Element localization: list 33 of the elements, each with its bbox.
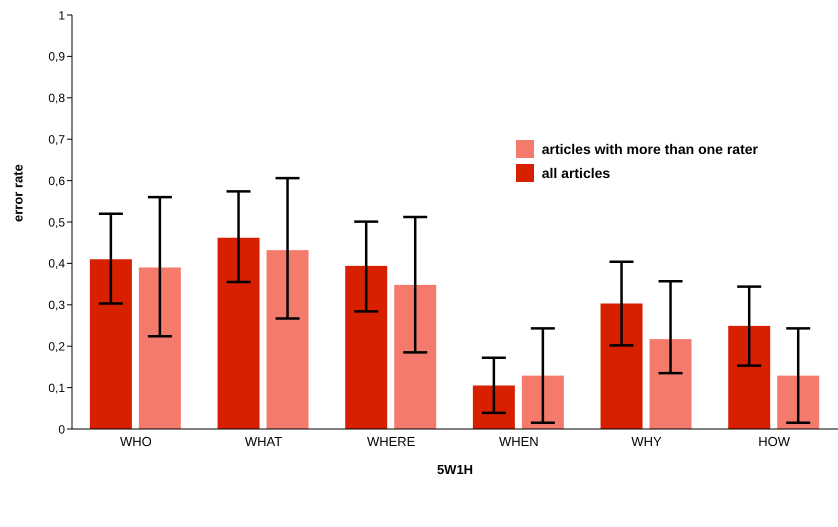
y-tick-label: 0,1 — [48, 380, 66, 395]
bar — [522, 376, 564, 429]
x-tick-label: WHY — [631, 434, 662, 450]
y-tick-label: 1 — [58, 8, 66, 22]
bar — [777, 376, 820, 429]
x-tick-label: WHEN — [498, 434, 539, 450]
y-tick-label: 0,7 — [48, 132, 66, 146]
y-tick-label: 0,5 — [48, 215, 66, 230]
bar — [345, 266, 388, 429]
x-tick-label: WHAT — [244, 434, 282, 450]
legend-label: all articles — [542, 165, 610, 181]
y-tick-label: 0,8 — [48, 91, 66, 106]
x-tick-label: WHO — [120, 434, 152, 450]
y-tick-label: 0,3 — [48, 298, 66, 312]
legend-label: articles with more than one rater — [542, 141, 758, 157]
bar — [394, 284, 436, 429]
y-tick-label: 0,2 — [48, 339, 66, 354]
x-tick-label: WHERE — [366, 434, 416, 450]
bar — [472, 386, 515, 429]
bar — [138, 268, 181, 429]
bar — [218, 238, 260, 429]
y-tick-label: 0,9 — [48, 50, 66, 64]
y-tick-label: 0,4 — [48, 256, 66, 271]
y-tick-label: 0,6 — [48, 174, 66, 188]
x-axis-title: 5W1H — [436, 462, 474, 477]
x-tick-label: HOW — [758, 434, 791, 450]
y-tick-label: 0 — [58, 422, 66, 436]
bar — [650, 339, 692, 429]
bar — [728, 326, 770, 429]
bar — [266, 250, 309, 429]
y-axis-title: error rate — [10, 164, 26, 222]
bar — [600, 304, 643, 429]
bar — [90, 259, 132, 429]
